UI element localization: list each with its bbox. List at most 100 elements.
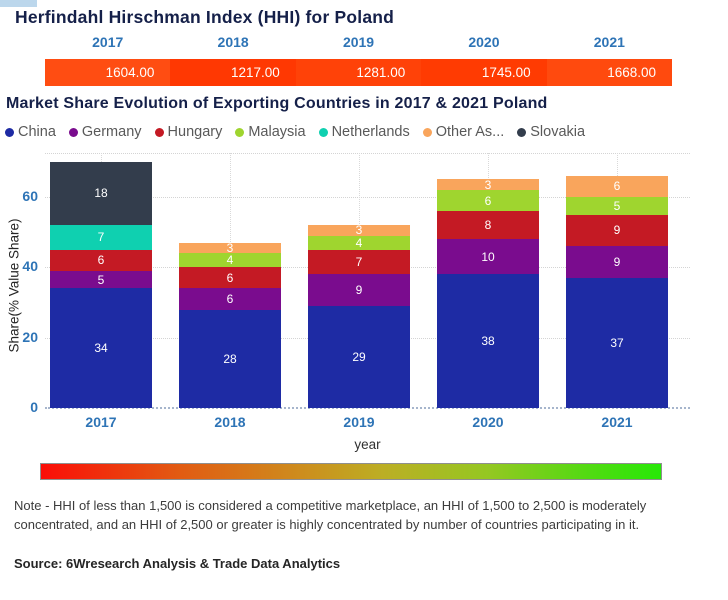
bar-segment-germany[interactable]: 10 <box>437 239 539 275</box>
bar-segment-germany[interactable]: 9 <box>308 274 410 306</box>
hhi-gradient-scale <box>40 463 662 480</box>
bar-value-label: 9 <box>613 223 621 238</box>
bar-segment-china[interactable]: 29 <box>308 306 410 408</box>
bar-segment-other-as-[interactable]: 6 <box>566 175 668 197</box>
legend-item-germany[interactable]: Germany <box>68 124 142 140</box>
bar-value-label: 3 <box>226 240 234 255</box>
bar-value-label: 6 <box>613 179 621 194</box>
legend-dot-icon <box>154 127 164 137</box>
bar-segment-germany[interactable]: 9 <box>566 246 668 278</box>
legend-dot-icon <box>235 127 245 137</box>
bar-2021[interactable]: 37 9 9 5 6 <box>566 175 668 408</box>
y-tick-0: 0 <box>30 399 38 415</box>
bar-value-label: 5 <box>613 198 621 213</box>
legend-label: Other As... <box>435 124 505 140</box>
legend-dot-icon <box>68 127 78 137</box>
bar-value-label: 28 <box>223 351 237 366</box>
x-tick-2017: 2017 <box>85 414 117 430</box>
legend-item-other-as-[interactable]: Other As... <box>422 124 505 140</box>
bar-segment-malaysia[interactable]: 6 <box>437 189 539 212</box>
bar-value-label: 3 <box>355 223 363 238</box>
gridline-60 <box>45 196 690 198</box>
bar-2020[interactable]: 38 10 8 6 3 <box>437 178 539 408</box>
bar-segment-hungary[interactable]: 7 <box>308 249 410 275</box>
legend-label: Hungary <box>167 124 223 140</box>
legend-label: Netherlands <box>331 124 410 140</box>
bar-segment-china[interactable]: 37 <box>566 277 668 408</box>
bar-value-label: 7 <box>97 230 105 245</box>
x-tick-2021: 2021 <box>601 414 633 430</box>
legend-dot-icon <box>5 127 14 137</box>
bar-segment-other-as-[interactable]: 3 <box>179 240 281 255</box>
bar-segment-hungary[interactable]: 6 <box>50 249 152 271</box>
bar-value-label: 10 <box>481 249 495 264</box>
legend-dot-icon <box>517 127 527 137</box>
hhi-value: 1217.00 <box>231 65 280 80</box>
bar-segment-china[interactable]: 38 <box>437 274 539 408</box>
legend-dot-icon <box>422 127 432 137</box>
bar-segment-netherlands[interactable]: 7 <box>50 225 152 250</box>
legend-item-netherlands[interactable]: Netherlands <box>318 124 410 140</box>
bar-segment-germany[interactable]: 6 <box>179 288 281 310</box>
corner-artifact <box>0 0 37 7</box>
hhi-year-2017: 2017 <box>92 34 124 50</box>
legend-label: China <box>18 124 56 140</box>
bar-segment-malaysia[interactable]: 4 <box>308 235 410 250</box>
x-tick-2019: 2019 <box>343 414 375 430</box>
bar-segment-china[interactable]: 28 <box>179 309 281 408</box>
hhi-value: 1668.00 <box>607 65 657 80</box>
stacked-bar-plot: 34 5 6 7 18 28 6 6 4 3 29 9 7 4 3 38 10 8 6 3 37 9 9 5 6 <box>45 153 690 409</box>
hhi-year-2019: 2019 <box>342 34 375 50</box>
bar-value-label: 37 <box>610 335 624 350</box>
y-axis-title: Share(% Value Share) <box>6 218 22 353</box>
bar-segment-other-as-[interactable]: 3 <box>437 178 539 192</box>
bar-segment-other-as-[interactable]: 3 <box>308 223 410 238</box>
hhi-segment-2019: 1281.00 <box>295 59 422 86</box>
hhi-value: 1604.00 <box>105 65 155 80</box>
hhi-value: 1745.00 <box>481 65 531 80</box>
bar-value-label: 8 <box>484 218 492 233</box>
bar-segment-slovakia[interactable]: 18 <box>50 161 152 226</box>
legend-label: Malaysia <box>248 124 306 140</box>
bar-value-label: 4 <box>226 253 234 268</box>
bar-2019[interactable]: 29 9 7 4 3 <box>308 223 410 408</box>
legend-label: Slovakia <box>530 124 586 140</box>
source-text: Source: 6Wresearch Analysis & Trade Data… <box>14 556 341 571</box>
legend-item-slovakia[interactable]: Slovakia <box>517 124 585 140</box>
bar-value-label: 18 <box>94 186 108 201</box>
hhi-year-header-row: 2017 2018 2019 2020 2021 <box>45 34 672 50</box>
hhi-year-2021: 2021 <box>593 34 625 50</box>
hhi-segment-2021: 1668.00 <box>546 59 673 86</box>
hhi-value-band: 1604.00 1217.00 1281.00 1745.00 1668.00 <box>45 59 673 86</box>
note-text: Note - HHI of less than 1,500 is conside… <box>14 498 647 532</box>
bar-value-label: 6 <box>97 253 105 268</box>
x-tick-2020: 2020 <box>472 414 504 430</box>
legend-item-hungary[interactable]: Hungary <box>154 124 223 140</box>
hhi-card-title: Herfindahl Hirschman Index (HHI) for Pol… <box>15 7 395 27</box>
bar-2018[interactable]: 28 6 6 4 3 <box>179 240 281 408</box>
bar-segment-germany[interactable]: 5 <box>50 270 152 289</box>
legend-label: Germany <box>81 124 142 140</box>
bar-segment-china[interactable]: 34 <box>50 288 152 408</box>
legend-item-china[interactable]: China <box>5 124 56 140</box>
bar-segment-malaysia[interactable]: 5 <box>566 196 668 215</box>
y-tick-20: 20 <box>22 328 38 345</box>
bar-value-label: 6 <box>226 270 234 285</box>
y-tick-40: 40 <box>22 258 38 275</box>
hhi-year-2018: 2018 <box>217 34 249 50</box>
bar-segment-malaysia[interactable]: 4 <box>179 253 281 268</box>
bar-value-label: 4 <box>355 235 363 250</box>
market-card-title: Market Share Evolution of Exporting Coun… <box>6 95 548 112</box>
y-tick-60: 60 <box>22 187 38 204</box>
bar-2017[interactable]: 34 5 6 7 18 <box>50 161 152 408</box>
x-axis-title: year <box>354 437 381 452</box>
hhi-year-2020: 2020 <box>468 34 500 50</box>
legend-item-malaysia[interactable]: Malaysia <box>235 124 306 140</box>
bar-value-label: 34 <box>94 341 108 356</box>
bar-segment-hungary[interactable]: 9 <box>566 214 668 247</box>
bar-segment-hungary[interactable]: 6 <box>179 267 281 289</box>
bar-value-label: 29 <box>352 350 366 364</box>
x-axis-baseline <box>45 407 690 409</box>
bar-segment-hungary[interactable]: 8 <box>437 211 539 240</box>
